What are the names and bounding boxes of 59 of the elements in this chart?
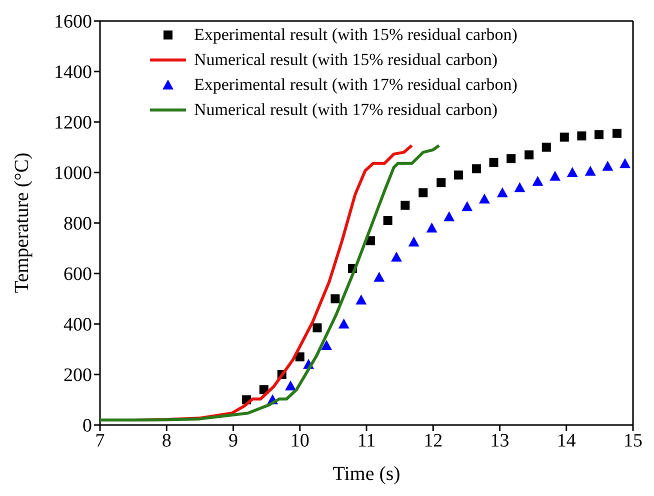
point	[400, 200, 410, 210]
y-tick-label: 200	[64, 365, 92, 386]
point	[550, 170, 561, 181]
point	[390, 252, 402, 262]
point	[542, 142, 551, 152]
point	[478, 194, 490, 204]
x-tick-label: 14	[556, 430, 576, 452]
point	[383, 216, 392, 225]
point	[321, 340, 332, 350]
point	[330, 294, 340, 304]
legend-label: Numerical result (with 17% residual carbon)	[194, 99, 498, 121]
x-tick-label: 9	[228, 430, 238, 452]
point	[566, 167, 578, 177]
legend-label: Numerical result (with 15% residual carbon)	[194, 49, 498, 71]
legend-label: Experimental result (with 15% residual carbon)	[194, 24, 518, 46]
point	[374, 272, 385, 282]
x-tick-label: 15	[624, 430, 642, 452]
point	[426, 222, 438, 233]
point	[524, 150, 534, 160]
point	[312, 323, 322, 332]
point	[436, 178, 446, 188]
point	[594, 130, 604, 140]
point	[620, 158, 631, 168]
point	[285, 380, 296, 390]
y-tick-label: 1200	[54, 112, 92, 134]
x-axis-title: Time (s)	[332, 463, 400, 485]
point	[496, 187, 508, 198]
point	[602, 160, 614, 171]
point	[408, 236, 420, 246]
point	[489, 158, 498, 167]
y-tick-label: 400	[64, 314, 92, 336]
x-tick-label: 8	[162, 430, 172, 452]
point	[462, 201, 473, 212]
point	[584, 166, 596, 176]
point	[356, 294, 367, 305]
x-tick-label: 7	[95, 430, 105, 452]
y-tick-label: 1400	[54, 62, 92, 84]
y-tick-label: 800	[64, 214, 92, 235]
x-tick-label: 11	[357, 430, 376, 452]
point	[454, 170, 463, 180]
point	[560, 132, 569, 142]
point	[418, 188, 428, 198]
y-tick-label: 0	[82, 416, 92, 437]
x-tick-label: 12	[424, 430, 443, 452]
point	[506, 154, 516, 164]
x-tick-label: 13	[490, 430, 510, 452]
legend-label: Experimental result (with 17% residual carbon)	[194, 74, 518, 96]
y-tick-label: 1600	[54, 12, 92, 33]
point	[612, 128, 622, 138]
point	[472, 164, 481, 174]
point	[514, 182, 526, 192]
x-tick-label: 10	[290, 430, 310, 452]
point	[444, 211, 455, 222]
y-tick-label: 600	[64, 264, 92, 286]
y-tick-label: 1000	[54, 163, 92, 184]
point	[532, 176, 544, 186]
point	[338, 318, 350, 328]
y-axis-title: Temperature (°C)	[11, 152, 34, 293]
point	[577, 131, 586, 140]
